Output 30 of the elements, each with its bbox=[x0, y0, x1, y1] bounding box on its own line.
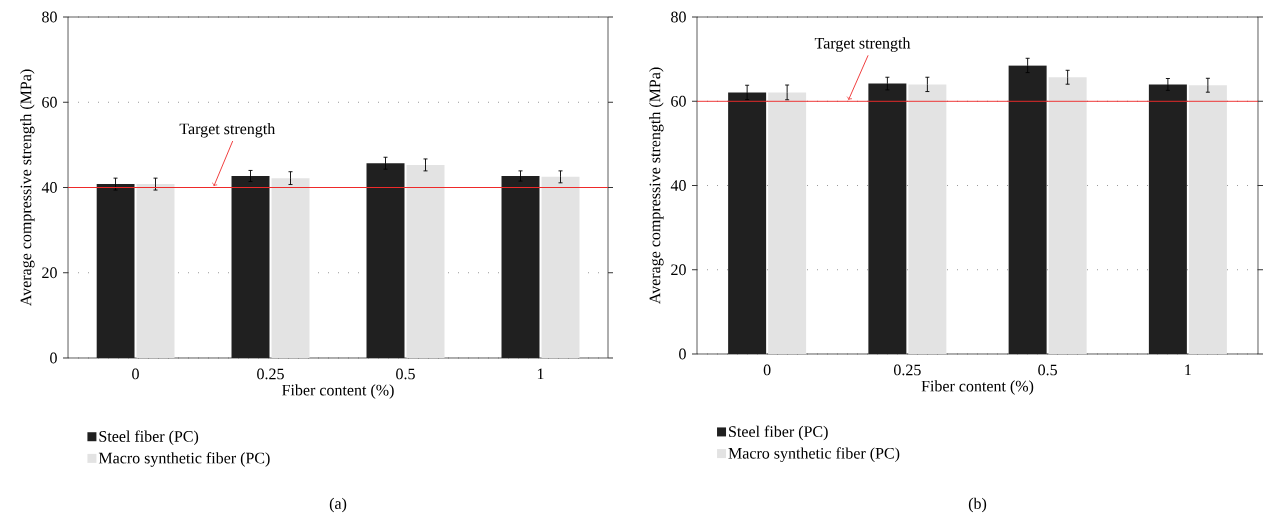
y-tick-label: 40 bbox=[670, 180, 686, 191]
legend-label: Macro synthetic fiber (PC) bbox=[728, 447, 900, 462]
x-tick-label: 0.25 bbox=[257, 368, 284, 380]
y-axis-title: Average compressive strength (MPa) bbox=[649, 67, 664, 305]
ref-line-label: Target strength bbox=[179, 123, 276, 138]
ref-line-label: Target strength bbox=[814, 37, 911, 52]
y-tick-label: 80 bbox=[671, 11, 686, 23]
legend-label: Steel fiber (PC) bbox=[729, 425, 828, 441]
x-axis-title: Fiber content (%) bbox=[282, 384, 394, 399]
y-axis-title: Average compressive strength (MPa) bbox=[20, 69, 35, 307]
x-axis-title: Fiber content (%) bbox=[921, 380, 1034, 395]
y-tick-label: 40 bbox=[41, 182, 57, 193]
y-tick-label: 20 bbox=[42, 267, 57, 279]
x-tick-label: 1 bbox=[1185, 364, 1191, 376]
x-tick-label: 0.5 bbox=[396, 368, 415, 380]
x-tick-label: 0 bbox=[132, 368, 139, 380]
y-tick-label: 80 bbox=[42, 11, 57, 23]
legend-label: Macro synthetic fiber (PC) bbox=[98, 452, 270, 467]
y-tick-label: 60 bbox=[42, 96, 57, 108]
y-tick-label: 0 bbox=[50, 352, 57, 364]
x-tick-label: 1 bbox=[537, 368, 544, 380]
x-tick-label: 0.25 bbox=[893, 364, 921, 376]
y-tick-label: 60 bbox=[671, 95, 686, 107]
x-tick-label: 0 bbox=[763, 364, 771, 376]
y-tick-label: 20 bbox=[671, 264, 686, 276]
text: (b) bbox=[968, 497, 987, 513]
x-tick-label: 0.5 bbox=[1038, 364, 1057, 376]
y-tick-label: 0 bbox=[679, 348, 686, 360]
legend-label: Steel fiber (PC) bbox=[99, 430, 199, 446]
text: (a) bbox=[329, 497, 347, 513]
